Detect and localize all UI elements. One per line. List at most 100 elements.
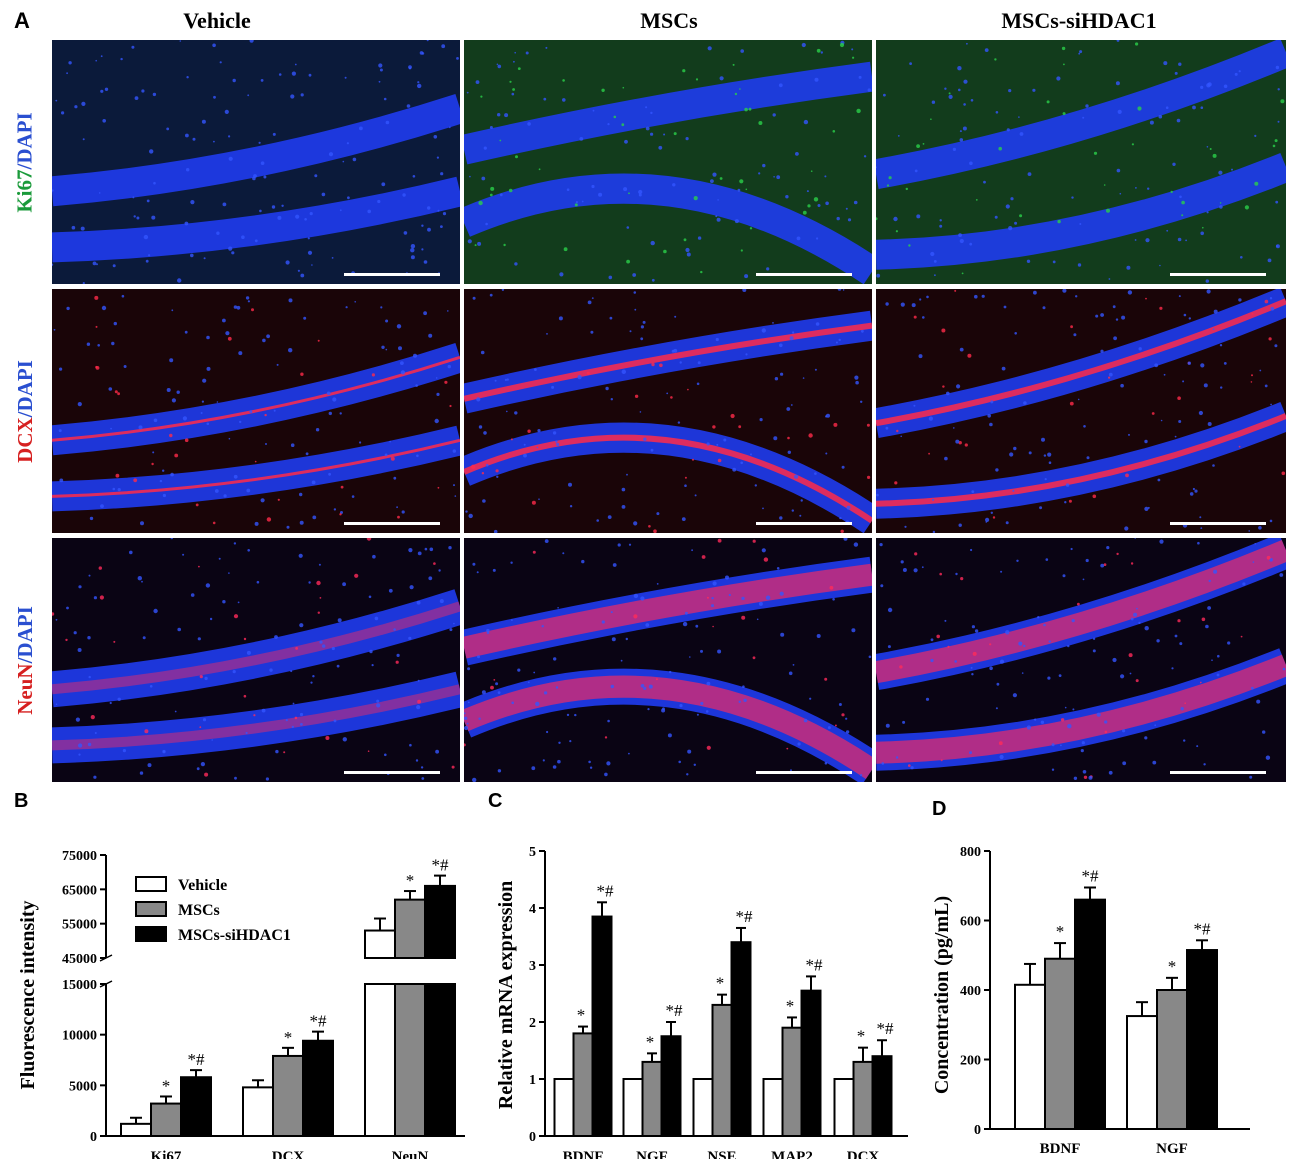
panel-c-significance: * — [786, 996, 795, 1015]
micrograph-dcx-mscs-sihdac1 — [876, 289, 1286, 533]
panel-b-x-tick-label: Ki67 — [151, 1149, 182, 1159]
panel-c-bar — [641, 1060, 663, 1137]
scale-bar — [756, 771, 852, 774]
scale-bar — [344, 273, 440, 276]
micrograph-neun-mscs-sihdac1 — [876, 538, 1286, 782]
panel-c-bar — [622, 1078, 644, 1137]
panel-d-significance: *# — [1194, 919, 1212, 938]
panel-b-legend-label: MSCs-siHDAC1 — [178, 927, 291, 944]
panel-b-legend-swatch — [135, 926, 167, 942]
panel-d-tick-label: 600 — [960, 915, 981, 930]
panel-c-significance: *# — [736, 907, 754, 926]
panel-d-bar — [1044, 957, 1076, 1130]
panel-b-x-tick-label: NeuN — [392, 1149, 429, 1159]
column-title-mscs: MSCs — [640, 8, 698, 33]
row-label-ki67: Ki67/DAPI — [12, 111, 37, 213]
row-label-neun: NeuN/DAPI — [12, 605, 37, 715]
panel-c-x-tick-label: BDNF — [563, 1149, 604, 1159]
scale-bar — [1170, 522, 1266, 525]
micrograph-dcx-mscs — [464, 289, 872, 533]
panel-c-tick-label: 4 — [529, 902, 536, 917]
panel-c-x-tick-label: DCX — [847, 1149, 880, 1159]
panel-c-x-tick-label: NGF — [636, 1149, 668, 1159]
panel-d-tick-label: 200 — [960, 1054, 981, 1069]
panel-d-bar — [1126, 1015, 1158, 1130]
panel-b-bar — [394, 983, 426, 1137]
panel-b-significance: * — [284, 1028, 293, 1047]
panel-b-tick-label: 10000 — [62, 1029, 97, 1044]
panel-d-significance: * — [1168, 957, 1177, 976]
panel-c-significance: * — [577, 1006, 586, 1025]
panel-c-bar — [852, 1060, 874, 1137]
panel-b-significance: *# — [432, 856, 450, 875]
panel-b-bar — [150, 1102, 182, 1137]
panel-b-bar — [272, 1054, 304, 1137]
panel-b-letter: B — [14, 790, 28, 812]
column-title-mscs-sihdac1: MSCs-siHDAC1 — [1001, 8, 1157, 33]
panel-c-tick-label: 1 — [529, 1073, 536, 1088]
panel-c-bar — [553, 1078, 575, 1137]
panel-c-bar — [572, 1032, 594, 1137]
panel-c-significance: *# — [877, 1019, 895, 1038]
panel-d-x-tick-label: BDNF — [1040, 1141, 1081, 1157]
panel-c-bar — [871, 1055, 893, 1138]
panel-c-significance: *# — [806, 955, 824, 974]
panel-b-bar — [424, 884, 456, 959]
panel-d-significance: *# — [1082, 866, 1100, 885]
panel-b-tick-label: 15000 — [62, 978, 97, 993]
panel-c-bar — [711, 1003, 733, 1137]
panel-b-tick-label: 45000 — [62, 952, 97, 967]
panel-b-significance: * — [406, 871, 415, 890]
panel-c-significance: *# — [597, 881, 615, 900]
panel-d-x-tick-label: NGF — [1156, 1141, 1188, 1157]
panel-c-significance: * — [646, 1032, 655, 1051]
panel-c-significance: * — [857, 1027, 866, 1046]
panel-b-ylabel: Fluorescence intensity — [17, 900, 39, 1089]
panel-c-bar — [730, 941, 752, 1137]
row-label-dcx: DCX/DAPI — [12, 359, 37, 463]
panel-b-bar — [394, 898, 426, 959]
panel-b-tick-label: 0 — [90, 1130, 97, 1145]
micrograph-ki67-mscs-sihdac1 — [876, 40, 1286, 284]
panel-c-bar — [660, 1035, 682, 1137]
panel-c-bar — [692, 1078, 714, 1137]
panel-c-letter: C — [488, 790, 502, 812]
scale-bar — [756, 273, 852, 276]
panel-b-tick-label: 65000 — [62, 883, 97, 898]
panel-c-bar — [833, 1078, 855, 1137]
panel-c-ylabel: Relative mRNA expression — [495, 881, 517, 1110]
panel-c-x-tick-label: NSE — [707, 1149, 736, 1159]
panel-b-tick-label: 75000 — [62, 849, 97, 864]
panel-d-tick-label: 400 — [960, 984, 981, 999]
scale-bar — [756, 522, 852, 525]
panel-d-bar — [1186, 949, 1218, 1130]
panel-b-significance: *# — [188, 1050, 206, 1069]
panel-d-ylabel: Concentration (pg/mL) — [931, 896, 953, 1094]
scale-bar — [344, 522, 440, 525]
panel-b-bar — [424, 983, 456, 1137]
panel-c-significance: * — [716, 974, 725, 993]
panel-c-significance: *# — [666, 1001, 684, 1020]
panel-b-bar — [120, 1122, 152, 1137]
micrograph-neun-mscs — [464, 538, 872, 782]
panel-b-bar — [364, 929, 396, 960]
panel-a-letter: A — [14, 8, 30, 33]
panel-c-tick-label: 2 — [529, 1016, 536, 1031]
panel-c-tick-label: 0 — [529, 1130, 536, 1145]
panel-d-bar — [1156, 989, 1188, 1130]
panel-b-legend-swatch — [135, 876, 167, 892]
panel-c-bar — [781, 1026, 803, 1137]
micrograph-ki67-vehicle — [52, 40, 460, 284]
micrograph-neun-vehicle — [52, 538, 460, 782]
micrograph-ki67-mscs — [464, 40, 872, 284]
panel-b-bar — [302, 1039, 334, 1138]
panel-b-legend-label: MSCs — [178, 902, 220, 919]
panel-c-x-tick-label: MAP2 — [771, 1149, 813, 1159]
micrograph-dcx-vehicle — [52, 289, 460, 533]
column-title-vehicle: Vehicle — [183, 8, 251, 33]
panel-b-significance: * — [162, 1076, 171, 1095]
panel-c-bar — [762, 1078, 784, 1137]
panel-d-significance: * — [1056, 922, 1065, 941]
panel-b-legend-swatch — [135, 901, 167, 917]
